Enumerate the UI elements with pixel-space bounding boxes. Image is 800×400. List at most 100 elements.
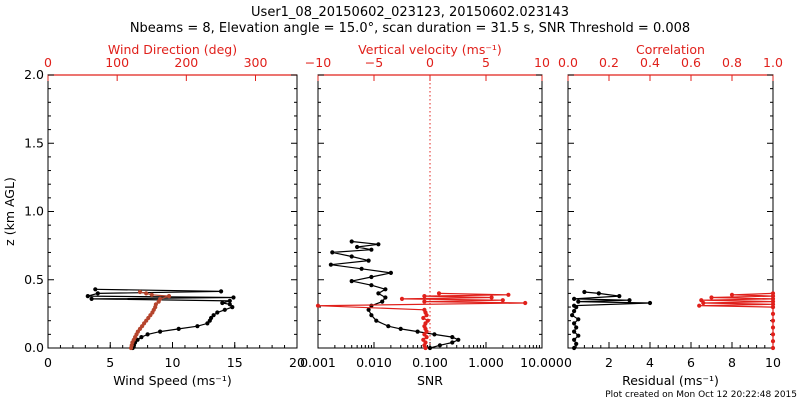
data-point-vertical-velocity	[422, 299, 427, 304]
data-point-SNR	[380, 299, 385, 304]
data-point-wind-speed	[219, 289, 224, 294]
data-point-wind-speed	[231, 295, 236, 300]
data-point-SNR	[450, 340, 455, 345]
data-point-correlation	[770, 332, 776, 337]
data-point-wind-speed	[205, 321, 210, 326]
data-point-wind-speed	[222, 307, 227, 312]
data-point-residual	[576, 317, 581, 322]
data-point-vertical-velocity	[422, 294, 427, 299]
x-tick-label: 10	[165, 355, 181, 370]
y-axis-title: z (km AGL)	[2, 177, 17, 246]
y-tick-label: 1.5	[24, 135, 44, 150]
data-point-wind-direction	[166, 294, 172, 299]
y-tick-label: 1.0	[24, 204, 44, 219]
data-point-wind-speed	[215, 310, 220, 315]
figure-title-line-1: User1_08_20150602_023123, 20150602.02314…	[251, 5, 569, 20]
data-point-wind-speed	[95, 291, 100, 296]
data-point-vertical-velocity	[399, 296, 405, 301]
data-point-SNR	[369, 247, 374, 252]
data-point-residual	[576, 333, 581, 338]
data-point-residual	[572, 345, 577, 351]
x-tick-label: 5	[106, 355, 114, 370]
data-point-correlation	[770, 325, 776, 330]
data-point-wind-speed	[135, 337, 140, 342]
data-point-correlation	[729, 292, 735, 297]
data-point-residual	[576, 299, 581, 304]
data-point-SNR	[376, 291, 381, 296]
panel-snr: 0.001 0.010 0.100 1.000 10.000 −10 −5 0 5 10 Verti…	[300, 42, 564, 388]
data-point-SNR	[388, 270, 393, 275]
top-axis-title: Wind Direction (deg)	[108, 42, 237, 57]
top-axis-title: Correlation	[636, 42, 705, 57]
x-axis-title: Wind Speed (ms⁻¹)	[113, 373, 232, 388]
x-axis-title: SNR	[417, 373, 443, 388]
data-point-residual	[627, 298, 632, 303]
top-x-tick-label: 5	[482, 55, 490, 70]
data-point-residual	[574, 325, 579, 330]
data-point-wind-speed	[211, 313, 216, 318]
x-tick-label: 0	[44, 355, 52, 370]
top-x-tick-label: 0	[44, 55, 52, 70]
data-point-correlation	[770, 339, 776, 344]
series-line-SNR	[330, 240, 460, 349]
x-tick-label: 10.000	[520, 355, 564, 370]
y-tick-label: 2.0	[24, 67, 44, 82]
data-point-wind-speed	[176, 326, 181, 331]
data-point-residual	[572, 337, 577, 342]
data-point-SNR	[330, 250, 335, 255]
data-point-SNR	[376, 242, 381, 247]
x-tick-label: 0.001	[300, 355, 336, 370]
data-point-wind-speed	[220, 300, 225, 306]
top-x-tick-label: 0	[426, 55, 434, 70]
x-tick-label: 4	[646, 355, 654, 370]
data-point-vertical-velocity	[506, 292, 511, 297]
data-point-SNR	[359, 266, 364, 271]
data-point-SNR	[450, 335, 455, 340]
top-x-tick-label: 0.0	[558, 55, 578, 70]
data-point-wind-speed	[227, 298, 232, 303]
x-tick-label: 15	[227, 355, 243, 370]
y-tick-label: 0.0	[24, 340, 44, 355]
data-point-wind-speed	[158, 329, 163, 334]
top-axis-title: Vertical velocity (ms⁻¹)	[358, 42, 502, 57]
data-point-wind-direction	[149, 292, 154, 297]
data-point-correlation	[770, 311, 776, 316]
data-point-SNR	[432, 332, 437, 337]
data-point-wind-speed	[209, 315, 214, 321]
data-point-SNR	[349, 239, 354, 244]
top-x-tick-label: −5	[365, 55, 383, 70]
data-point-wind-speed	[230, 305, 235, 310]
data-point-correlation	[770, 291, 776, 296]
data-point-SNR	[355, 244, 360, 250]
data-point-SNR	[415, 329, 420, 334]
data-point-wind-direction	[158, 296, 163, 301]
data-point-correlation	[770, 318, 776, 323]
series-line-residual	[571, 291, 651, 349]
data-point-vertical-velocity	[421, 337, 426, 342]
x-tick-label: 10	[765, 355, 781, 370]
panel-frame	[47, 74, 298, 349]
data-point-wind-speed	[85, 294, 90, 299]
data-point-residual	[570, 313, 575, 318]
data-point-SNR	[349, 254, 354, 259]
data-point-correlation	[770, 345, 776, 351]
data-point-SNR	[383, 295, 388, 300]
plot-created-note: Plot created on Mon Oct 12 20:22:48 2015	[605, 390, 797, 400]
top-x-tick-label: −10	[305, 55, 331, 70]
data-point-residual	[572, 296, 577, 301]
top-x-tick-label: 0.2	[599, 55, 619, 70]
data-point-SNR	[427, 345, 433, 351]
data-point-correlation	[697, 303, 702, 308]
data-point-residual	[572, 309, 577, 314]
data-point-wind-direction	[153, 302, 158, 307]
data-point-vertical-velocity	[315, 303, 321, 308]
data-point-SNR	[437, 343, 442, 348]
data-point-residual	[572, 303, 577, 308]
data-point-vertical-velocity	[489, 295, 494, 300]
top-x-tick-label: 100	[105, 55, 129, 70]
top-x-tick-label: 0.4	[640, 55, 660, 70]
data-point-SNR	[369, 283, 374, 288]
data-point-wind-speed	[145, 332, 150, 337]
data-point-SNR	[328, 262, 333, 267]
